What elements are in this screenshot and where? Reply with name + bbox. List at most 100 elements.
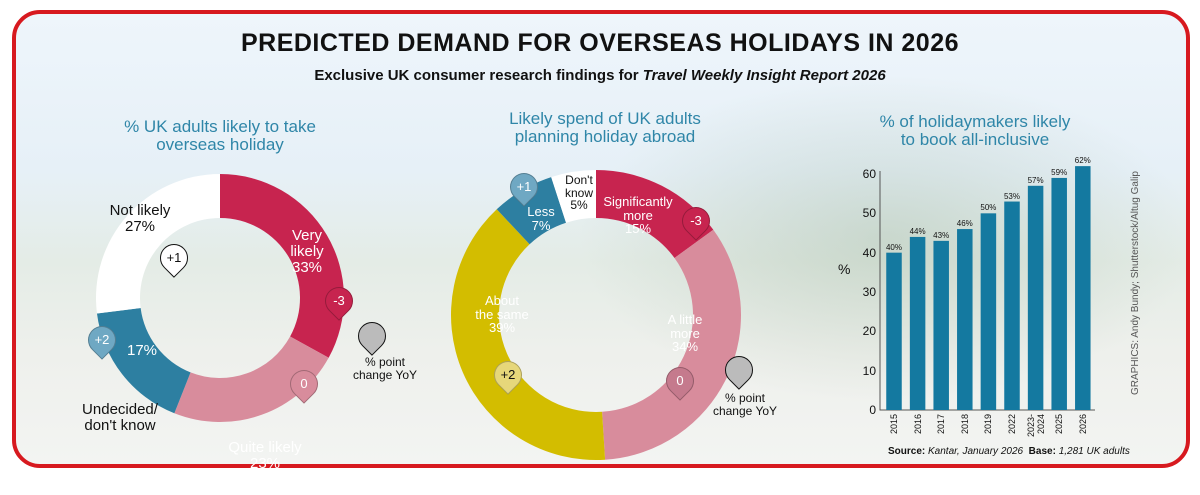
donut1-slice-1 — [174, 336, 329, 423]
legend-yoy-1: % point change YoY — [340, 356, 430, 381]
label-undecided: Undecided/don't know — [70, 402, 170, 434]
label-text: Significantly — [603, 194, 673, 209]
y-tick-label: 10 — [862, 363, 876, 378]
x-tick-label: 2022 — [1007, 414, 1017, 435]
bar-title-line1: % of holidaymakers likely — [879, 112, 1071, 131]
label-about-same: About the same 39% — [472, 294, 532, 335]
change-less: +1 — [516, 179, 532, 194]
graphics-credit: GRAPHICS: Andy Bundy; Shutterstock/Altug… — [1130, 171, 1141, 395]
label-text: Don't — [565, 173, 593, 187]
source-note: Source: Kantar, January 2026 Base: 1,281… — [888, 446, 1130, 458]
page-subtitle: Exclusive UK consumer research findings … — [0, 68, 1200, 84]
label-text: the same — [475, 306, 529, 322]
label-value: 7% — [531, 217, 551, 233]
label-significantly-more: Significantly more 15% — [598, 195, 678, 236]
y-tick-label: 0 — [869, 403, 876, 417]
donut2-slice-3 — [496, 177, 567, 245]
change-undecided: +2 — [94, 332, 110, 347]
bar-data-label: 50% — [980, 203, 997, 213]
change-not-likely: +1 — [166, 250, 182, 265]
x-tick-label: 2025 — [1054, 414, 1065, 435]
y-tick-label: 50 — [862, 206, 876, 221]
bar-2025 — [1051, 177, 1067, 410]
y-tick-label: 30 — [862, 285, 876, 299]
label-text: Less — [527, 204, 555, 219]
label-text: likely — [290, 242, 324, 260]
y-tick-label: 60 — [862, 167, 876, 181]
bar-data-label: 40% — [885, 242, 902, 252]
legend-text: change YoY — [712, 403, 778, 418]
label-value: 15% — [624, 221, 652, 237]
label-dont-know: Don't know 5% — [563, 174, 595, 212]
label-text: Quite likely — [228, 439, 302, 456]
bar-2015 — [886, 252, 902, 410]
label-text: more — [670, 325, 700, 341]
donut2-slice-1 — [602, 229, 742, 460]
label-not-likely: Not likely 27% — [95, 203, 185, 235]
legend-yoy-2: % point change YoY — [705, 392, 785, 417]
subtitle-text: Exclusive UK consumer research findings … — [314, 67, 643, 84]
x-tick-label: 2016 — [912, 414, 923, 435]
bar-data-label: 44% — [909, 226, 926, 236]
bar-axes — [879, 171, 1095, 411]
source-value: Kantar, January 2026 — [928, 446, 1024, 457]
bar-title-line2: to book all-inclusive — [900, 129, 1050, 149]
x-tick-label: 2017 — [936, 414, 947, 435]
donut1-slice-3 — [95, 174, 220, 314]
legend-text: change YoY — [352, 367, 418, 382]
label-value: 5% — [570, 198, 588, 213]
label-text: About — [485, 293, 519, 308]
label-text: don't know — [84, 416, 156, 434]
donut1-title-line1: % UK adults likely to take — [124, 117, 316, 136]
change-very-likely: -3 — [333, 293, 345, 308]
bar-data-label: 59% — [1051, 167, 1068, 177]
label-text: more — [623, 207, 653, 223]
label-text: know — [564, 185, 593, 200]
bar-title: % of holidaymakers likely to book all-inc… — [870, 113, 1080, 149]
bar-2018 — [957, 229, 973, 410]
label-value: 34% — [671, 339, 699, 355]
label-undecided-value: 17% — [126, 342, 158, 359]
bar-2019 — [980, 213, 997, 410]
base-label: Base: — [1028, 446, 1056, 457]
donut2-slice-4 — [551, 170, 596, 223]
x-tick-label: 2023-2024 — [1025, 414, 1046, 438]
donut2-slice-0 — [596, 170, 714, 258]
donut2-title: Likely spend of UK adults planning holida… — [490, 110, 720, 146]
legend-text: % point — [364, 355, 406, 369]
label-value: 23% — [249, 454, 281, 472]
donut1-title: % UK adults likely to take overseas holid… — [120, 118, 320, 154]
x-tick-label: 2018 — [959, 414, 970, 435]
base-value: 1,281 UK adults — [1058, 446, 1130, 457]
label-less: Less 7% — [522, 205, 560, 232]
bar-2023-2024 — [1027, 185, 1044, 410]
bar-2026 — [1075, 166, 1091, 410]
label-little-more: A little more 34% — [655, 313, 715, 354]
bar-2016 — [909, 236, 926, 410]
label-value: 27% — [124, 217, 156, 235]
x-tick-label: 2019 — [983, 414, 994, 435]
bar-data-label: 53% — [1003, 191, 1020, 201]
x-tick-label: 2015 — [889, 414, 899, 435]
subtitle-report-name: Travel Weekly Insight Report 2026 — [642, 67, 886, 84]
bar-data-label: 62% — [1074, 156, 1091, 166]
change-quite-likely: 0 — [300, 376, 308, 391]
donut1-slice-2 — [96, 308, 191, 414]
x-tick-label: 2026 — [1077, 414, 1088, 435]
bar-data-label: 57% — [1027, 175, 1044, 185]
label-text: Not likely — [109, 202, 171, 219]
bar-data-label: 43% — [933, 230, 950, 240]
change-little-more: 0 — [676, 373, 684, 388]
label-quite-likely: Quite likely 23% — [220, 440, 310, 472]
donut1-slice-0 — [220, 174, 344, 358]
donut2-slice-2 — [451, 209, 606, 460]
label-value: 33% — [291, 258, 323, 276]
bar-2022 — [1004, 201, 1020, 410]
donut2-title-line1: Likely spend of UK adults — [509, 109, 701, 128]
bar-2017 — [933, 240, 949, 410]
legend-text: % point — [724, 391, 766, 405]
label-text: Very — [291, 227, 322, 244]
donut1-title-line2: overseas holiday — [156, 134, 284, 154]
label-very-likely: Very likely 33% — [272, 228, 342, 275]
